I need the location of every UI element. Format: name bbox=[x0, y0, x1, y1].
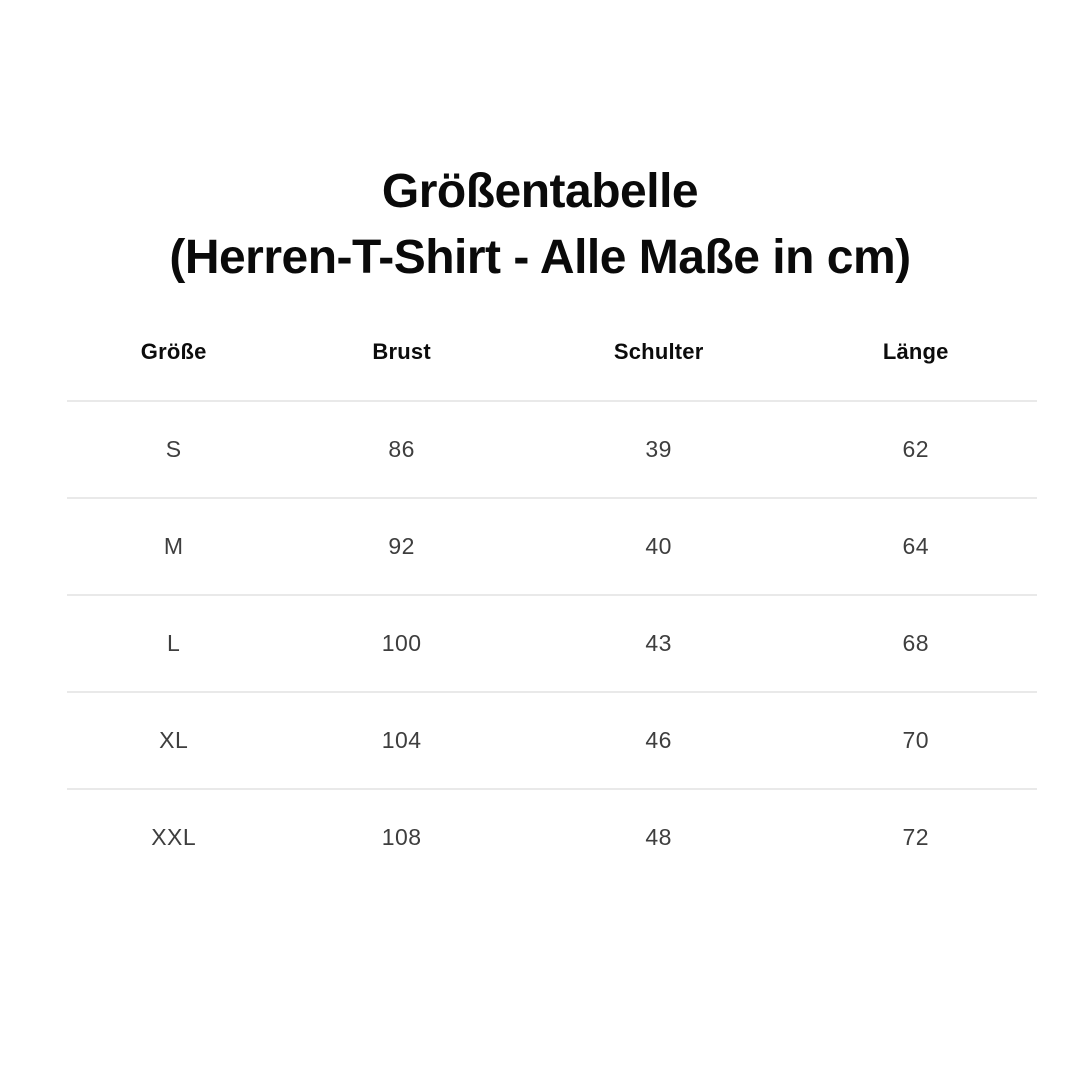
column-header-groesse: Größe bbox=[140, 338, 207, 364]
cell-schulter: 39 bbox=[645, 436, 672, 462]
cell-laenge: 64 bbox=[902, 533, 930, 559]
page-title-line-2: (Herren-T-Shirt - Alle Maße in cm) bbox=[169, 231, 911, 284]
cell-brust: 92 bbox=[388, 533, 415, 559]
table-row: M 92 40 64 bbox=[67, 497, 1037, 594]
cell-brust: 104 bbox=[381, 727, 422, 753]
cell-schulter: 40 bbox=[645, 533, 672, 559]
cell-schulter: 46 bbox=[645, 727, 672, 753]
cell-laenge: 72 bbox=[902, 824, 930, 850]
column-header-laenge: Länge bbox=[882, 338, 949, 364]
column-header-schulter: Schulter bbox=[613, 338, 704, 364]
cell-laenge: 62 bbox=[902, 436, 930, 462]
column-header-brust: Brust bbox=[372, 338, 431, 364]
cell-groesse: M bbox=[163, 533, 184, 559]
cell-brust: 86 bbox=[388, 436, 415, 462]
cell-groesse: XL bbox=[159, 727, 189, 753]
cell-schulter: 48 bbox=[645, 824, 672, 850]
cell-brust: 100 bbox=[381, 630, 422, 656]
cell-brust: 108 bbox=[381, 824, 422, 850]
cell-laenge: 70 bbox=[902, 727, 930, 753]
cell-groesse: S bbox=[165, 436, 182, 462]
table-header-row: Größe Brust Schulter Länge bbox=[67, 303, 1037, 400]
cell-laenge: 68 bbox=[902, 630, 930, 656]
page-title: Größentabelle (Herren-T-Shirt - Alle Maß… bbox=[0, 159, 1080, 291]
cell-groesse: L bbox=[167, 630, 181, 656]
cell-groesse: XXL bbox=[151, 824, 197, 850]
size-table: Größe Brust Schulter Länge S 86 39 62 M … bbox=[67, 303, 1037, 885]
cell-schulter: 43 bbox=[645, 630, 672, 656]
table-row: L 100 43 68 bbox=[67, 594, 1037, 691]
table-row: S 86 39 62 bbox=[67, 400, 1037, 497]
table-row: XL 104 46 70 bbox=[67, 691, 1037, 788]
table-row: XXL 108 48 72 bbox=[67, 788, 1037, 885]
page-title-line-1: Größentabelle bbox=[381, 165, 699, 218]
